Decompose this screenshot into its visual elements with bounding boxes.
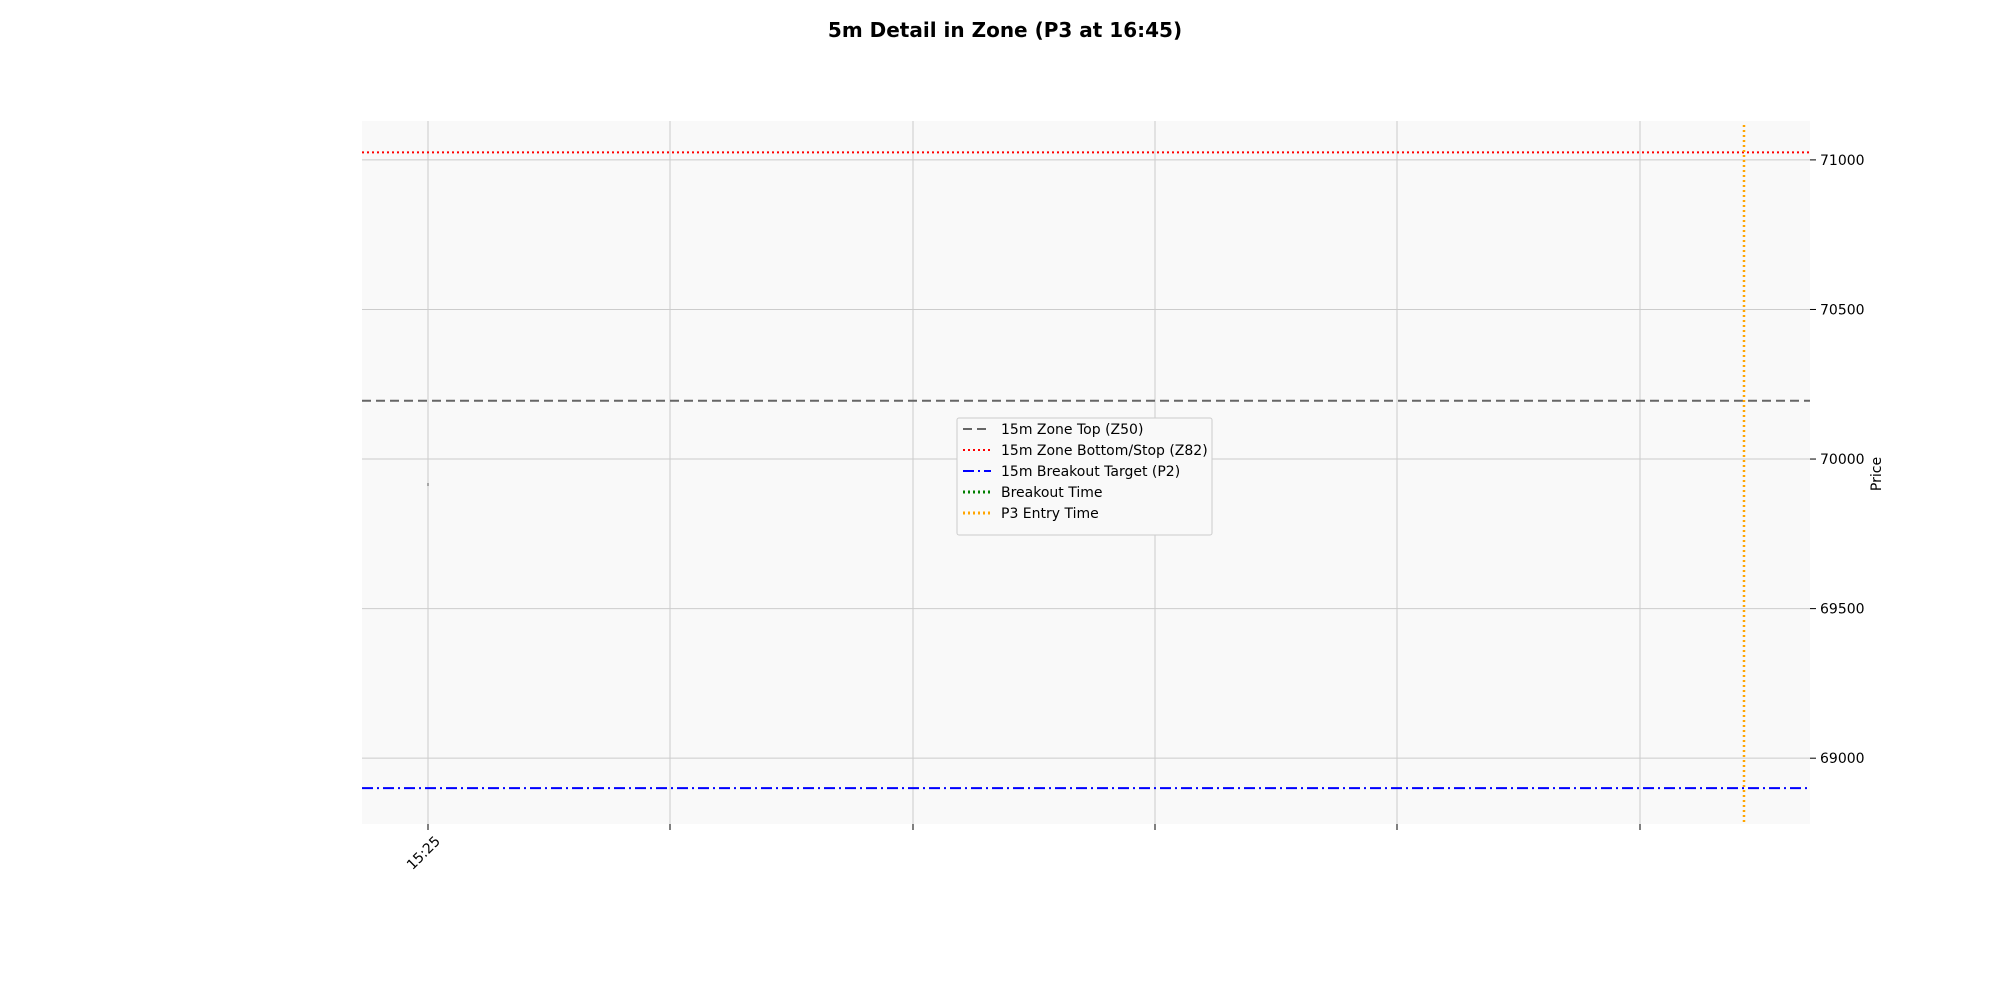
legend-label: Breakout Time (1001, 485, 1103, 501)
legend-label: 15m Zone Top (Z50) (1001, 422, 1143, 438)
legend-frame (956, 417, 1213, 536)
y-tick-label: 69500 (1820, 602, 1865, 618)
legend-label: 15m Breakout Target (P2) (1001, 464, 1180, 480)
legend-label: P3 Entry Time (1001, 506, 1099, 522)
series-lines (362, 125, 1810, 824)
legend: 15m Zone Top (Z50) 15m Zone Bottom/Stop (… (956, 417, 1213, 536)
y-tick-label: 70000 (1820, 452, 1865, 468)
y-tick-label: 70500 (1820, 302, 1865, 318)
y-axis-label: Price (1869, 457, 1885, 491)
chart-title: 5m Detail in Zone (P3 at 16:45) (828, 18, 1182, 42)
y-tick-label: 71000 (1820, 153, 1865, 169)
legend-label: 15m Zone Bottom/Stop (Z82) (1001, 443, 1208, 459)
y-tick-label: 69000 (1820, 751, 1865, 767)
x-tick-label: 15:25 (404, 834, 444, 874)
